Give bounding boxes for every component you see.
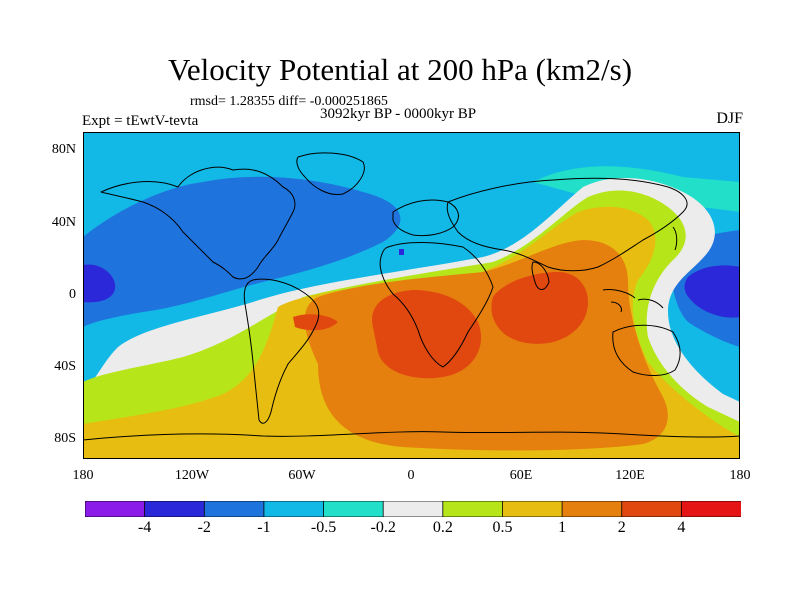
lat-label-0: 0 xyxy=(69,287,76,302)
colorbar xyxy=(85,501,741,517)
contour-band-redorange-indian-ocean xyxy=(491,272,588,344)
season-label: DJF xyxy=(716,110,743,127)
period-label: 3092kyr BP - 0000kyr BP xyxy=(320,106,477,122)
colorbar-swatch xyxy=(144,501,206,517)
lon-label-60e: 60E xyxy=(509,468,533,483)
colorbar-label: 2 xyxy=(617,519,626,536)
colorbar-swatch xyxy=(382,501,444,517)
statistics-label: rmsd= 1.28355 diff= -0.000251865 xyxy=(190,94,388,109)
colorbar-swatch xyxy=(442,501,504,517)
contour-band-blue-west xyxy=(83,176,401,327)
colorbar-swatch xyxy=(263,501,325,517)
colorbar-label: -2 xyxy=(197,519,211,536)
colorbar-label: -4 xyxy=(137,519,152,536)
colorbar-swatch xyxy=(621,501,683,517)
lon-label-180-east: 180 xyxy=(729,468,751,483)
colorbar-swatch xyxy=(502,501,563,517)
colorbar-label: -0.5 xyxy=(310,519,337,536)
lon-label-0: 0 xyxy=(407,468,415,483)
colorbar-label: 0.2 xyxy=(432,519,453,536)
experiment-label: Expt = tEwtV-tevta xyxy=(82,113,199,129)
lat-label-80s: 80S xyxy=(54,431,76,446)
contour-spot-blue xyxy=(399,249,404,255)
colorbar-label: 1 xyxy=(558,519,567,536)
colorbar-label: -0.2 xyxy=(370,519,396,536)
lon-label-120w: 120W xyxy=(174,468,210,483)
velocity-potential-map xyxy=(83,132,740,459)
lon-label-60w: 60W xyxy=(288,468,316,483)
colorbar-swatch xyxy=(203,501,265,517)
lon-label-120e: 120E xyxy=(615,468,645,483)
map-frame xyxy=(83,132,740,459)
lat-label-40n: 40N xyxy=(51,215,76,230)
colorbar-swatch xyxy=(680,501,741,517)
lon-label-180-west: 180 xyxy=(72,468,94,483)
colorbar-label: -1 xyxy=(257,519,271,536)
colorbar-swatch xyxy=(85,501,146,517)
contour-band-darkblue-east xyxy=(684,265,740,318)
contour-band-redorange-atlantic xyxy=(293,314,338,331)
plot-title: Velocity Potential at 200 hPa (km2/s) xyxy=(167,52,633,87)
contour-band-darkblue-west xyxy=(83,264,116,303)
colorbar-label: 0.5 xyxy=(492,519,513,536)
lat-label-80n: 80N xyxy=(51,142,76,157)
lat-label-40s: 40S xyxy=(54,359,76,374)
colorbar-label: 4 xyxy=(677,519,686,536)
colorbar-swatch xyxy=(323,501,385,517)
coastlines xyxy=(83,152,740,441)
colorbar-swatch xyxy=(561,501,623,517)
